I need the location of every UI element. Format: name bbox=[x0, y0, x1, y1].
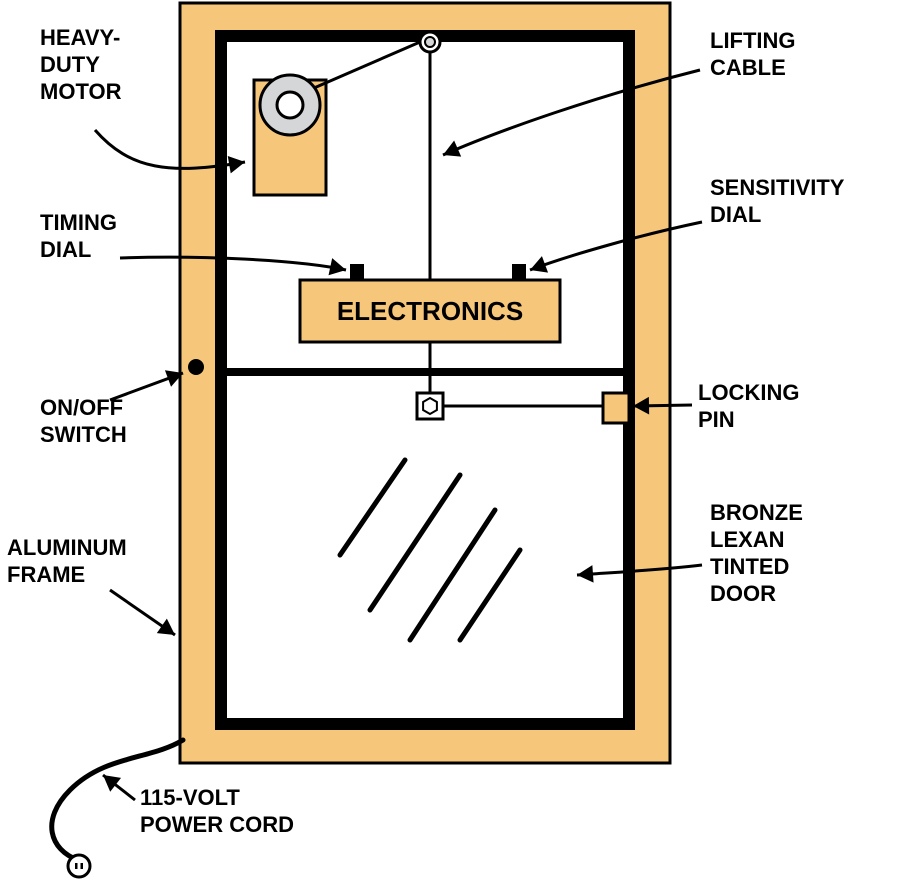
label-text: SWITCH bbox=[40, 422, 127, 447]
label-text: TIMING bbox=[40, 210, 117, 235]
electronics-label: ELECTRONICS bbox=[337, 296, 523, 326]
label-text: BRONZE bbox=[710, 500, 803, 525]
label-text: FRAME bbox=[7, 562, 85, 587]
label-text: 115-VOLT bbox=[140, 785, 240, 810]
lock-nut-icon bbox=[423, 398, 437, 414]
label-text: LEXAN bbox=[710, 527, 785, 552]
arrow-head bbox=[157, 619, 175, 635]
locking-pin bbox=[603, 393, 629, 423]
label-text: HEAVY- bbox=[40, 25, 120, 50]
label-text: MOTOR bbox=[40, 79, 122, 104]
label-text: DUTY bbox=[40, 52, 100, 77]
label-power_cord: 115-VOLTPOWER CORD bbox=[103, 775, 294, 837]
plug-prong bbox=[81, 863, 84, 869]
pulley-inner bbox=[425, 37, 435, 47]
power-plug-icon bbox=[68, 855, 90, 877]
label-text: DOOR bbox=[710, 581, 776, 606]
label-text: TINTED bbox=[710, 554, 789, 579]
label-text: CABLE bbox=[710, 55, 786, 80]
label-text: ALUMINUM bbox=[7, 535, 127, 560]
label-text: SENSITIVITY bbox=[710, 175, 845, 200]
plug-prong bbox=[75, 863, 78, 869]
left-dial-knob bbox=[350, 264, 364, 280]
label-onoff_switch: ON/OFFSWITCH bbox=[40, 370, 183, 447]
label-text: DIAL bbox=[40, 237, 91, 262]
label-text: LIFTING bbox=[710, 28, 796, 53]
motor-spool-inner bbox=[277, 92, 303, 118]
onoff-switch-dot bbox=[188, 359, 204, 375]
arrow-head bbox=[103, 775, 121, 792]
label-text: ON/OFF bbox=[40, 395, 123, 420]
label-text: LOCKING bbox=[698, 380, 799, 405]
label-text: DIAL bbox=[710, 202, 761, 227]
label-text: POWER CORD bbox=[140, 812, 294, 837]
label-aluminum_frame: ALUMINUMFRAME bbox=[7, 535, 175, 635]
label-text: PIN bbox=[698, 407, 735, 432]
right-dial-knob bbox=[512, 264, 526, 280]
